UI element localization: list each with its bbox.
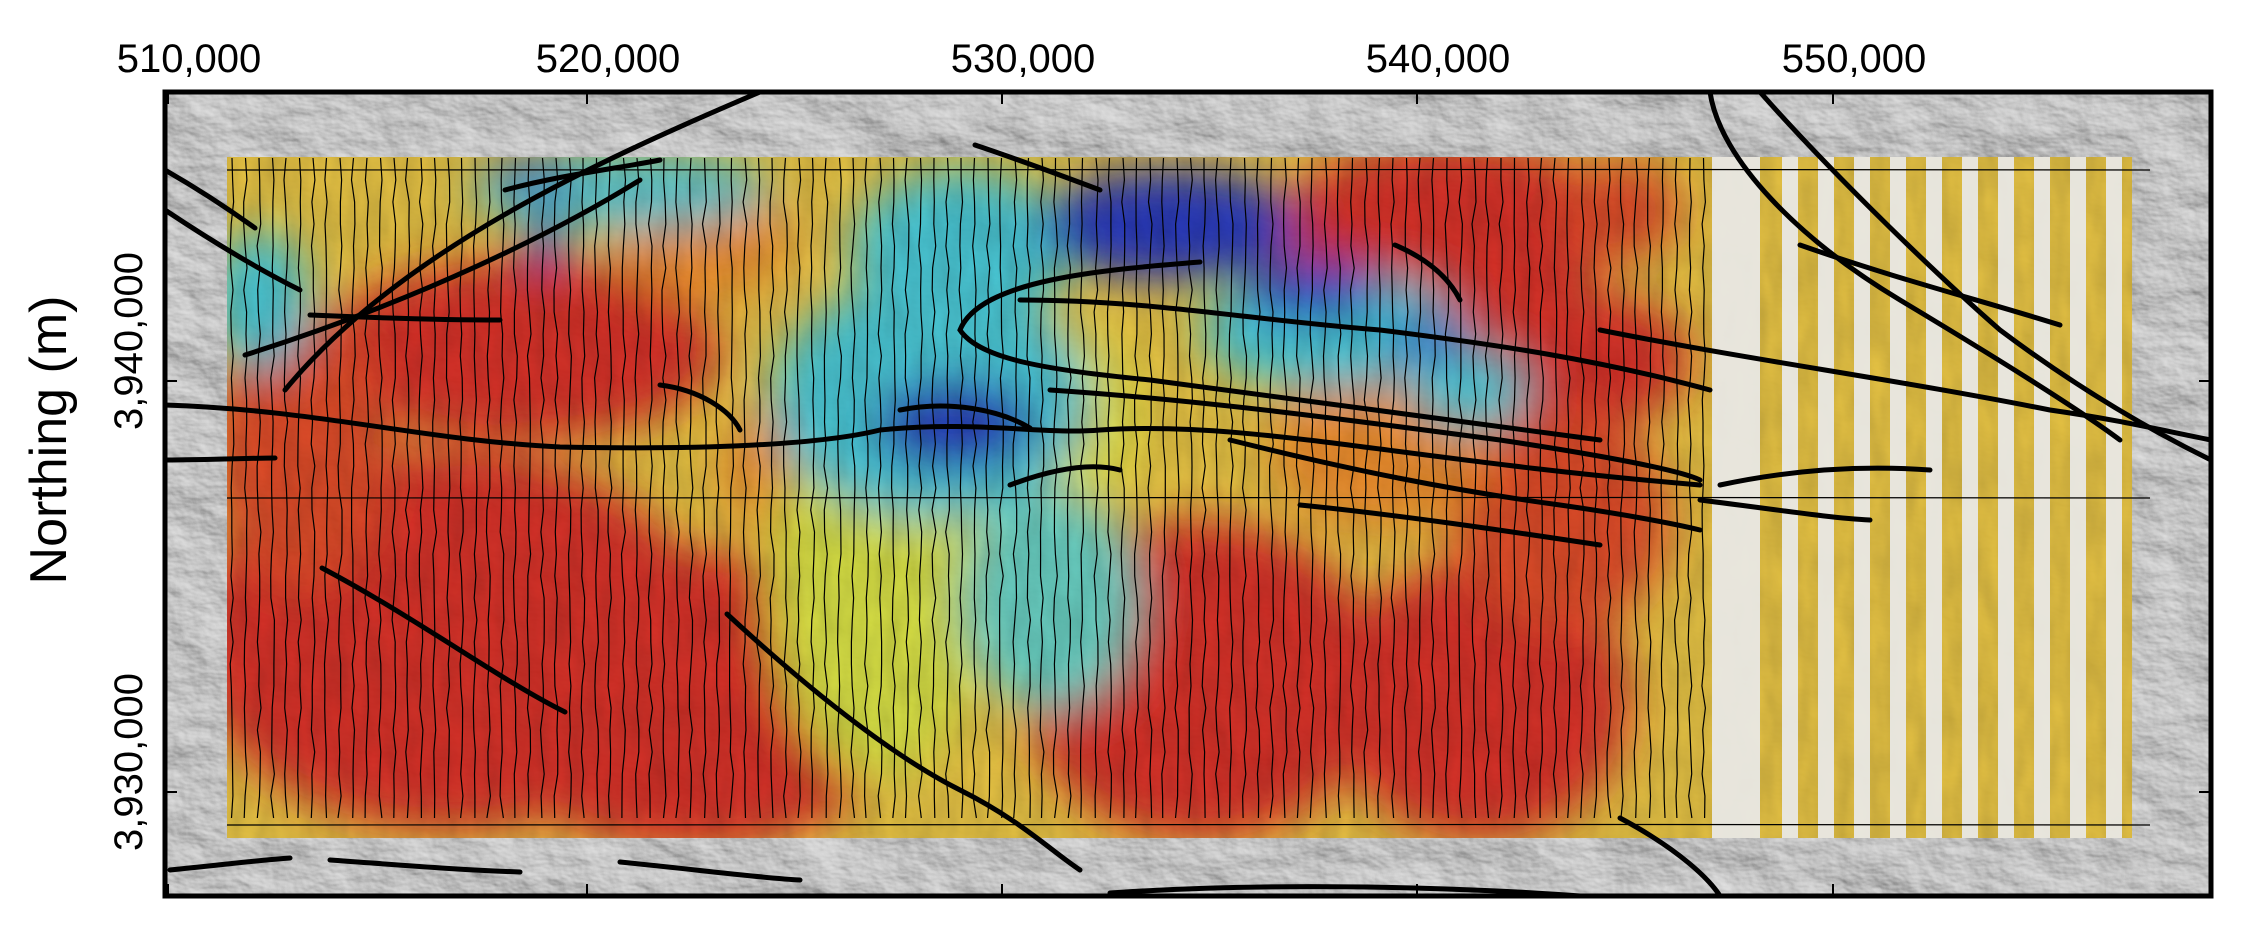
y-axis-title: Northing (m): [20, 296, 78, 585]
x-tick-label: 550,000: [1782, 37, 1927, 81]
x-tick-label: 530,000: [951, 37, 1096, 81]
y-tick-label: 3,940,000: [107, 252, 151, 430]
map-area: [165, 92, 2211, 896]
x-tick-label: 520,000: [536, 37, 681, 81]
y-tick-label: 3,930,000: [107, 673, 151, 851]
fault-short-8: [165, 458, 275, 460]
x-tick-labels: 510,000 520,000 530,000 540,000 550,000: [117, 37, 1927, 81]
x-tick-label: 540,000: [1366, 37, 1511, 81]
survey-overlay: [190, 140, 2132, 850]
y-tick-labels: 3,940,000 3,930,000: [107, 252, 151, 851]
x-tick-label: 510,000: [117, 37, 262, 81]
